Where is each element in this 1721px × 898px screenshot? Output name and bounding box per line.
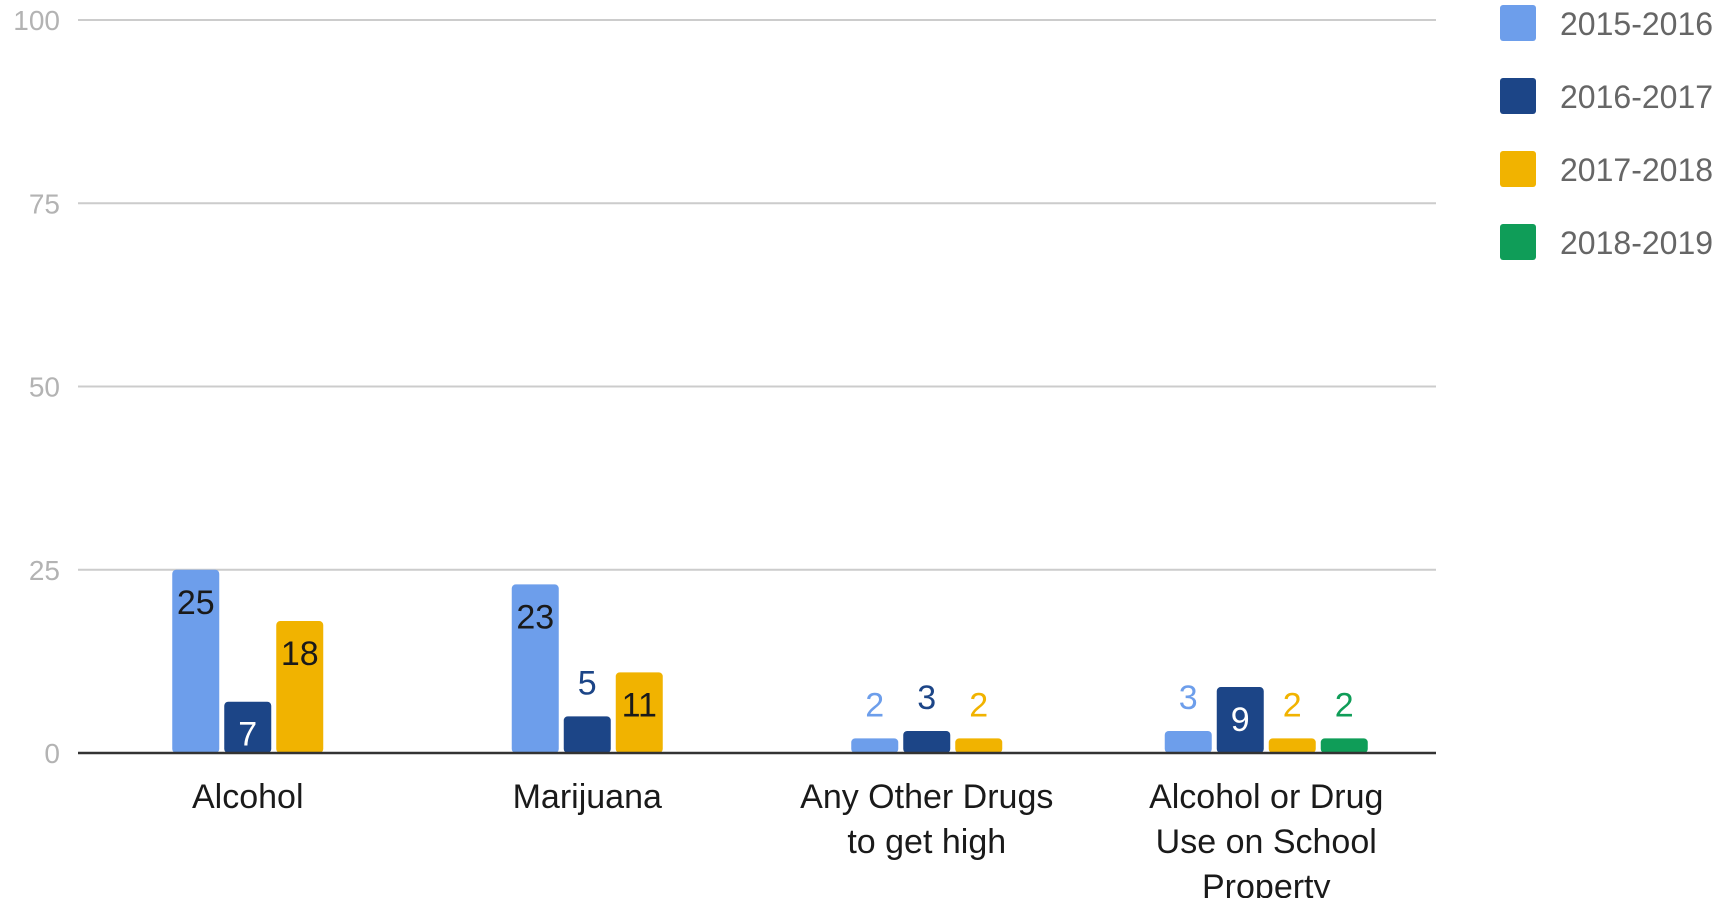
data-label: 9 [1231, 701, 1250, 739]
y-tick-label: 50 [29, 372, 60, 403]
data-label: 2 [969, 686, 988, 724]
bar [563, 716, 611, 753]
legend-label: 2016-2017 [1560, 79, 1713, 115]
x-category-label: Alcohol or Drug [1149, 778, 1383, 816]
legend-swatch [1500, 5, 1536, 41]
bar [511, 584, 559, 753]
y-tick-label: 100 [13, 5, 60, 36]
data-label: 11 [622, 686, 657, 724]
bar [172, 569, 220, 753]
bar [1164, 731, 1212, 753]
data-label: 2 [1283, 686, 1302, 724]
data-label: 25 [177, 584, 215, 622]
x-category-label: Alcohol [192, 778, 304, 816]
data-label: 3 [1179, 679, 1198, 717]
x-category-label: Any Other Drugs [800, 778, 1053, 816]
data-label: 5 [578, 664, 597, 702]
legend-swatch [1500, 151, 1536, 187]
data-label: 7 [238, 716, 257, 754]
bar [1216, 687, 1264, 753]
data-label: 2 [1335, 686, 1354, 724]
x-category-label: Property [1202, 868, 1331, 898]
y-tick-label: 0 [44, 738, 60, 769]
bar [851, 738, 899, 753]
data-label: 23 [516, 598, 554, 636]
bar [615, 672, 663, 753]
x-category-label: Use on School [1156, 823, 1377, 861]
bar [1268, 738, 1316, 753]
bar [955, 738, 1003, 753]
data-label: 3 [917, 679, 936, 717]
data-label: 18 [281, 635, 319, 673]
legend-label: 2017-2018 [1560, 152, 1713, 188]
x-category-label: to get high [847, 823, 1006, 861]
legend-swatch [1500, 78, 1536, 114]
legend-label: 2015-2016 [1560, 6, 1713, 42]
bar [224, 701, 272, 753]
legend-label: 2018-2019 [1560, 225, 1713, 261]
legend-swatch [1500, 224, 1536, 260]
data-label: 2 [865, 686, 884, 724]
y-tick-label: 25 [29, 555, 60, 586]
bar [276, 621, 324, 753]
bar [903, 731, 951, 753]
x-category-label: Marijuana [513, 778, 662, 816]
y-tick-label: 75 [29, 188, 60, 219]
bar [1320, 738, 1368, 753]
